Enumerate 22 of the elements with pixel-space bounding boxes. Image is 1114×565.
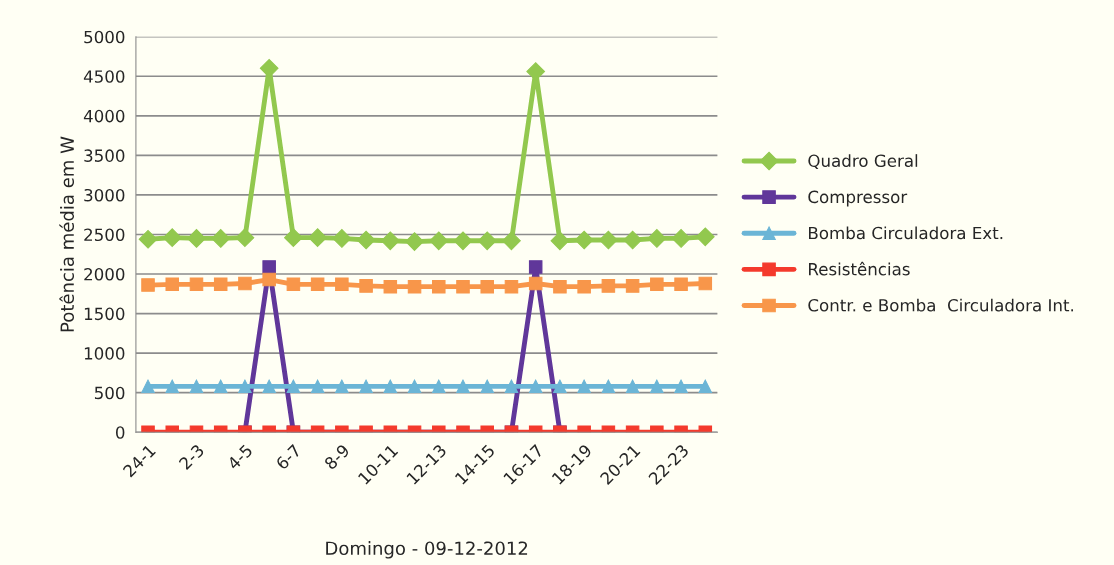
legend-label: Bomba Circuladora Ext.: [809, 226, 1003, 240]
x-tick-label: 2-3: [178, 443, 205, 471]
y-tick-label: 4000: [83, 109, 125, 123]
y-tick-label: 1000: [84, 347, 125, 360]
legend-label: Resistências: [809, 261, 910, 276]
y-tick-label: 5000: [84, 30, 125, 44]
x-axis-title: Domingo - 09-12-2012: [326, 541, 528, 559]
y-axis-title: Potência média em W: [59, 136, 75, 332]
legend-label: Quadro Geral: [808, 154, 918, 169]
y-tick-label: 0: [115, 426, 125, 439]
y-tick-label: 3500: [84, 149, 125, 162]
y-tick-label: 500: [94, 386, 125, 400]
legend-label: Contr. e Bomba Circuladora Int.: [808, 298, 1074, 312]
y-tick-label: 2000: [84, 267, 125, 281]
x-tick-label: 8-9: [323, 443, 351, 471]
legend-label: Compressor: [808, 190, 908, 207]
y-tick-label: 2500: [84, 228, 125, 242]
y-tick-label: 3000: [84, 188, 125, 202]
y-tick-label: 4500: [83, 70, 125, 83]
y-tick-label: 1500: [84, 307, 125, 321]
x-tick-label: 6-7: [275, 443, 302, 471]
x-tick-label: 4-5: [226, 444, 254, 471]
